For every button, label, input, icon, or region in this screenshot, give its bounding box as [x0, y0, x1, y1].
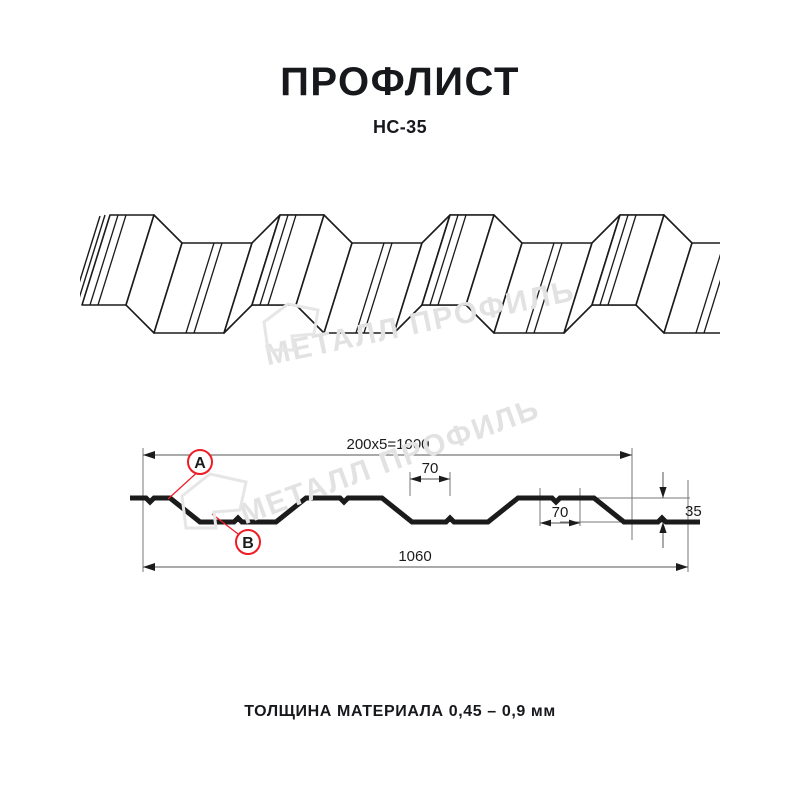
iso-corrugation-body — [80, 214, 720, 334]
callout-a: A — [167, 449, 213, 500]
dimension-crest-width-label: 70 — [422, 460, 439, 477]
title-block: ПРОФЛИСТ НС-35 — [0, 62, 800, 138]
callout-b: B — [211, 513, 261, 555]
dimension-pitch-total: 200x5=1000 — [143, 436, 632, 459]
page-title: ПРОФЛИСТ — [280, 60, 520, 104]
dimension-crest-width: 70 — [410, 460, 450, 483]
dimension-pitch-total-label: 200x5=1000 — [347, 436, 430, 453]
cross-section-drawing: 200x5=1000 1060 70 70 — [130, 436, 702, 572]
callout-b-label: B — [242, 535, 254, 552]
profile-outline — [130, 495, 700, 525]
dimension-height-label: 35 — [685, 503, 702, 520]
product-model: НС-35 — [372, 117, 427, 137]
isometric-profile-drawing — [80, 214, 720, 334]
dimension-overall-width: 1060 — [143, 548, 688, 571]
dimension-overall-width-label: 1060 — [398, 548, 431, 565]
dimension-valley-width: 70 — [540, 504, 580, 527]
iso-left-edge — [80, 214, 106, 298]
callout-a-label: A — [194, 455, 206, 472]
material-thickness-note: ТОЛЩИНА МАТЕРИАЛА 0,45 – 0,9 мм — [244, 703, 556, 720]
dimension-valley-width-label: 70 — [552, 504, 569, 521]
dimension-height: 35 — [659, 472, 702, 548]
